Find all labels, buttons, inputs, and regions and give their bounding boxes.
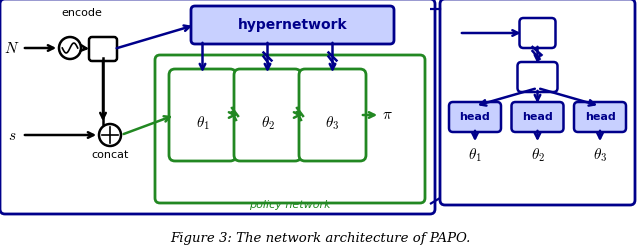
Text: encode: encode [61, 8, 102, 18]
FancyBboxPatch shape [89, 37, 117, 61]
FancyBboxPatch shape [169, 69, 236, 161]
Text: Figure 3: The network architecture of PAPO.: Figure 3: The network architecture of PA… [170, 232, 470, 245]
Text: $\theta_1$: $\theta_1$ [196, 114, 209, 132]
Text: $\theta_2$: $\theta_2$ [531, 146, 545, 164]
FancyBboxPatch shape [440, 0, 635, 205]
Text: hypernetwork: hypernetwork [237, 18, 348, 32]
FancyBboxPatch shape [234, 69, 301, 161]
Text: $\theta_2$: $\theta_2$ [260, 114, 275, 132]
FancyBboxPatch shape [449, 102, 501, 132]
Text: policy network: policy network [249, 200, 331, 210]
FancyBboxPatch shape [518, 62, 557, 92]
Text: head: head [460, 112, 490, 122]
Text: $\pi$: $\pi$ [382, 108, 393, 123]
Text: $\theta_1$: $\theta_1$ [468, 146, 482, 164]
Text: $N$: $N$ [4, 41, 20, 56]
Text: $\theta_3$: $\theta_3$ [326, 114, 340, 132]
FancyBboxPatch shape [520, 18, 556, 48]
Text: head: head [522, 112, 553, 122]
FancyBboxPatch shape [191, 6, 394, 44]
Text: concat: concat [92, 150, 129, 160]
FancyBboxPatch shape [0, 0, 435, 214]
FancyBboxPatch shape [155, 55, 425, 203]
Text: $s$: $s$ [8, 127, 16, 142]
Text: head: head [584, 112, 616, 122]
FancyBboxPatch shape [574, 102, 626, 132]
Text: $\theta_3$: $\theta_3$ [593, 146, 607, 164]
FancyBboxPatch shape [511, 102, 563, 132]
FancyBboxPatch shape [299, 69, 366, 161]
